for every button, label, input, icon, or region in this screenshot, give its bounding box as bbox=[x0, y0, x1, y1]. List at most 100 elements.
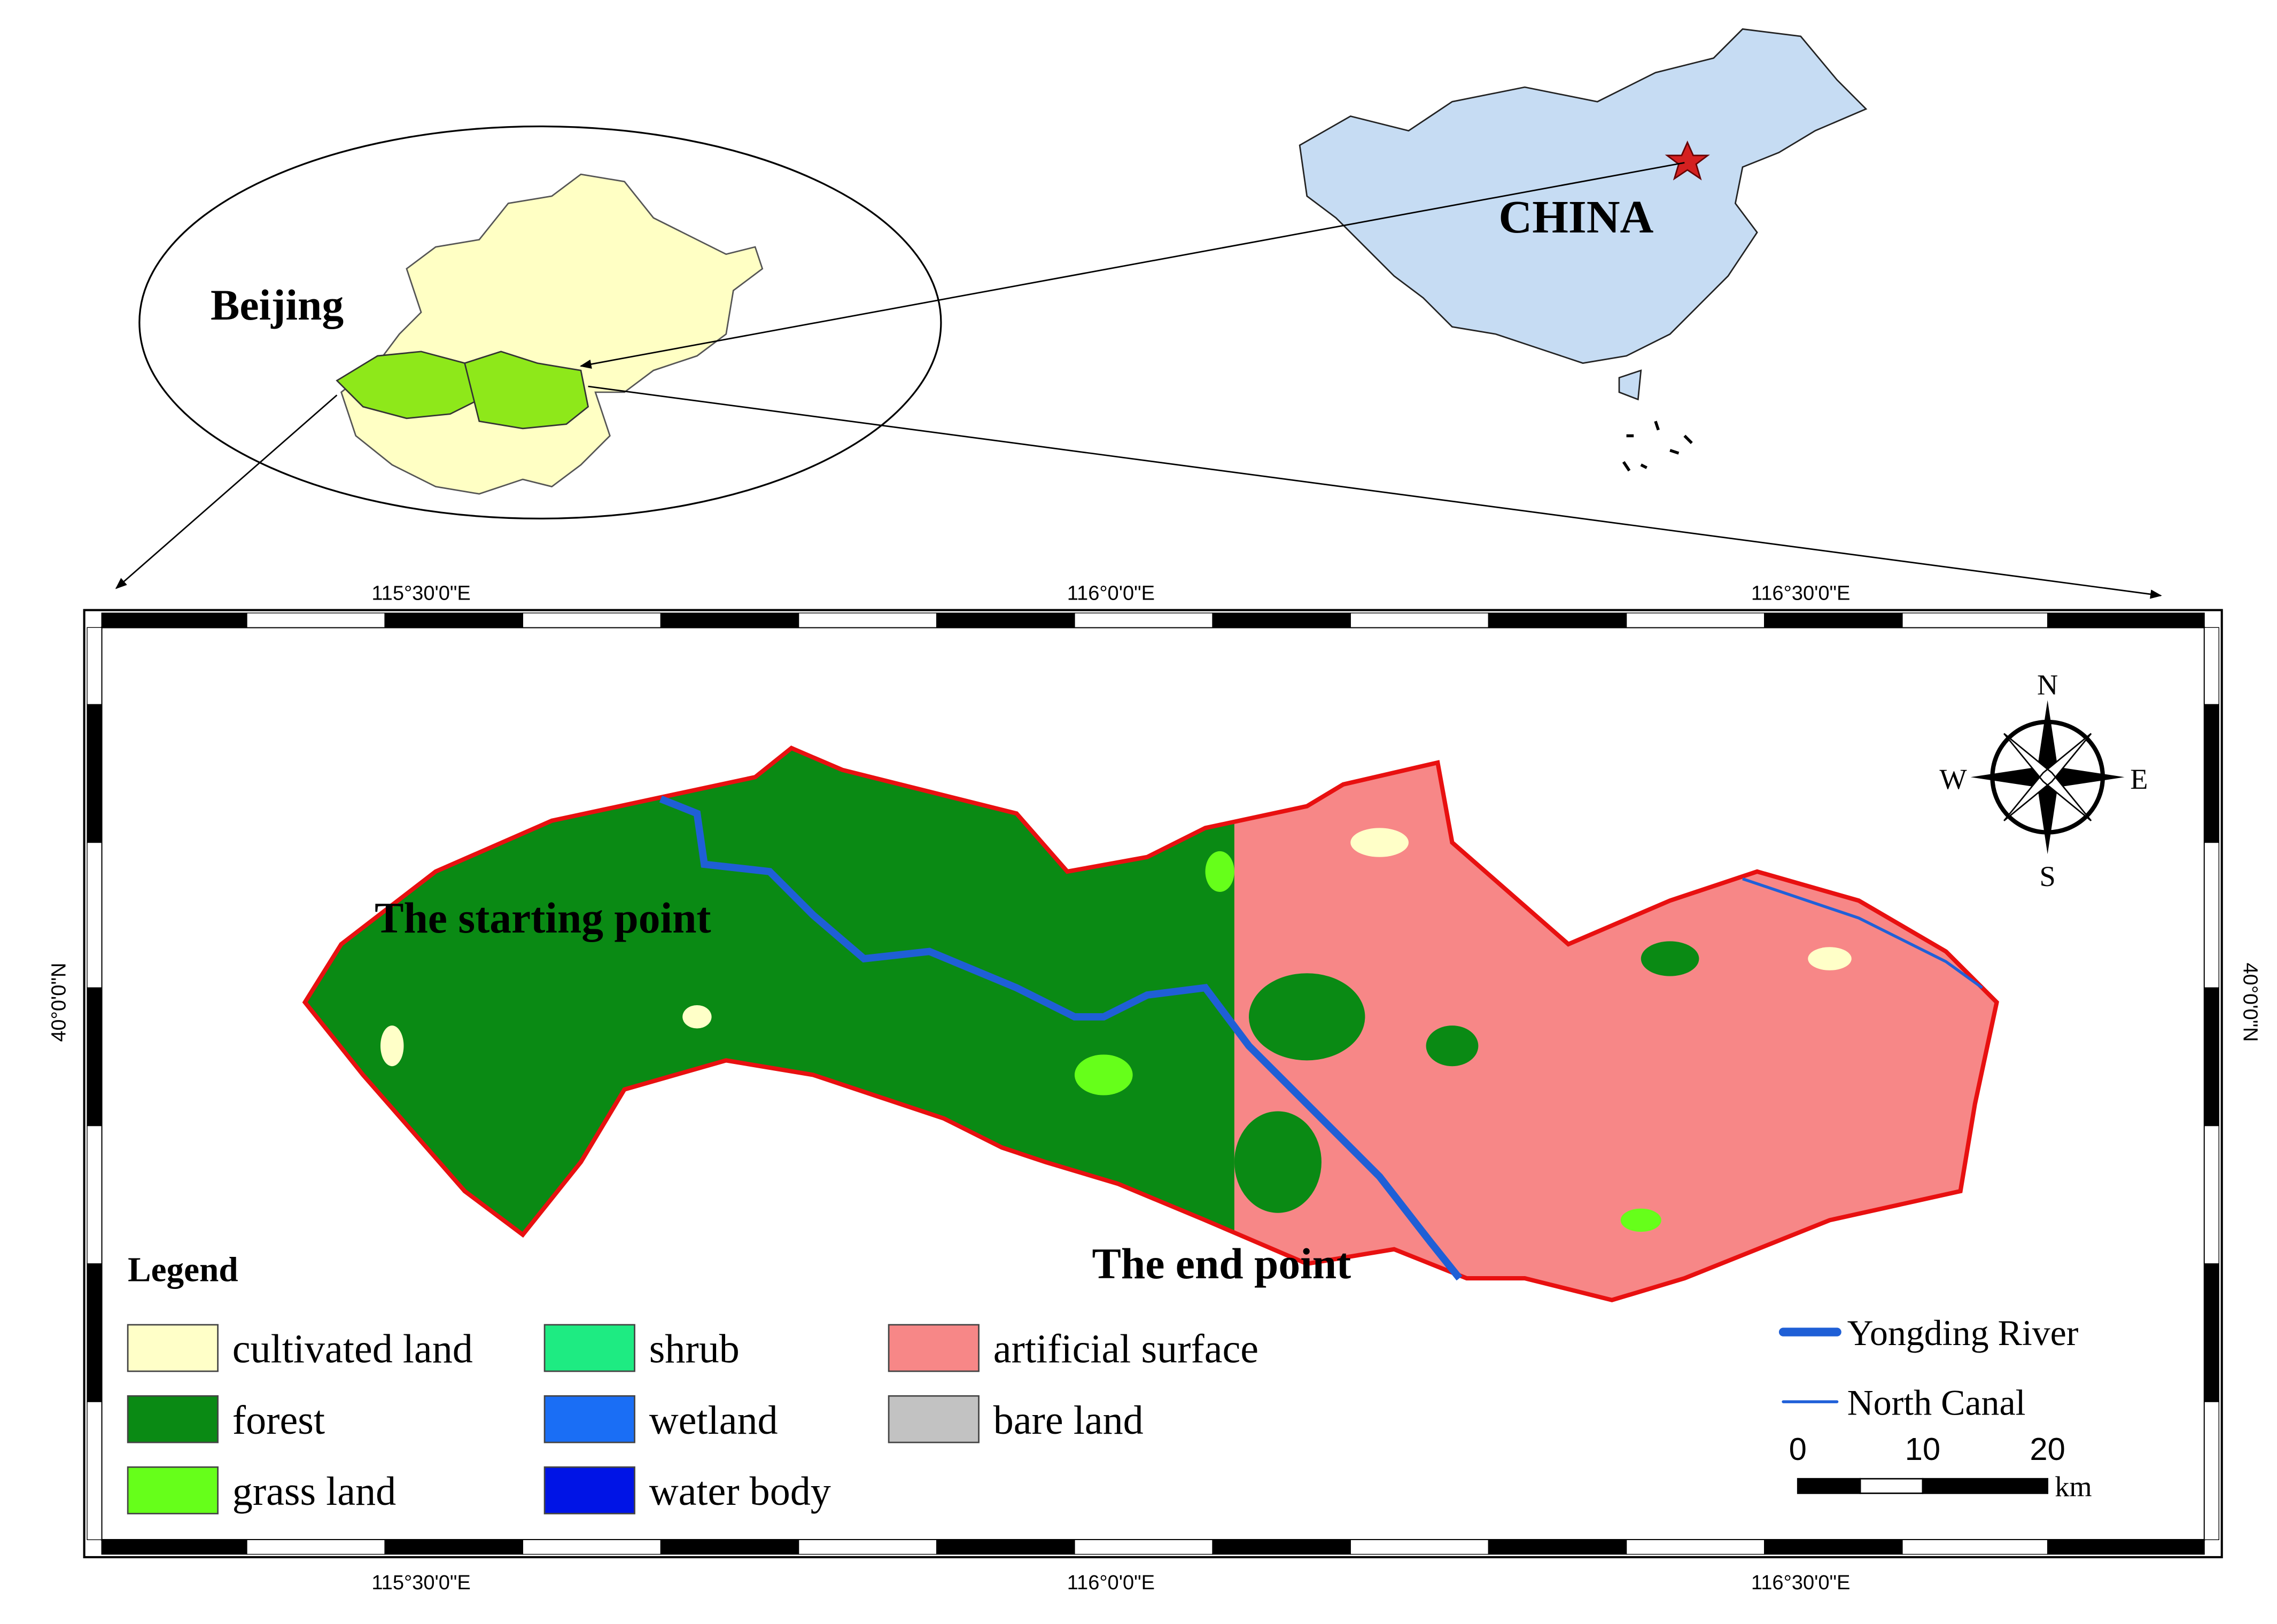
scale-segment bbox=[1797, 1478, 1861, 1494]
beijing-label: Beijing bbox=[211, 281, 344, 329]
arrow bbox=[579, 162, 1685, 369]
lat-label: 40°0'0"N bbox=[2239, 963, 2261, 1042]
arrow bbox=[115, 394, 338, 589]
border-segment bbox=[1212, 1539, 1351, 1555]
compass bbox=[1970, 700, 2125, 854]
border-segment bbox=[87, 987, 102, 1126]
compass-s: S bbox=[2040, 860, 2056, 892]
annotation: The starting point bbox=[375, 893, 711, 942]
border-segment bbox=[2204, 1263, 2219, 1402]
legend-label: water body bbox=[649, 1469, 831, 1514]
scale-segment bbox=[1922, 1478, 2048, 1494]
china-shape bbox=[1299, 28, 1868, 364]
border-segment bbox=[87, 842, 102, 989]
legend-label: wetland bbox=[649, 1398, 778, 1443]
lon-label: 115°30'0"E bbox=[371, 582, 470, 605]
legend-label: Yongding River bbox=[1847, 1312, 2079, 1353]
compass-e: E bbox=[2130, 763, 2148, 795]
legend-swatch bbox=[543, 1466, 635, 1514]
border-segment bbox=[1074, 612, 1213, 628]
border-segment bbox=[1626, 1539, 1765, 1555]
border-segment bbox=[246, 612, 385, 628]
border-segment bbox=[87, 1263, 102, 1402]
border-segment bbox=[936, 612, 1075, 628]
lon-label: 116°0'0"E bbox=[1067, 1572, 1155, 1594]
legend-swatch bbox=[127, 1395, 219, 1443]
border-segment bbox=[2047, 1539, 2205, 1555]
border-segment bbox=[1488, 1539, 1627, 1555]
border-segment bbox=[87, 627, 102, 705]
border-segment bbox=[2204, 1125, 2219, 1264]
border-segment bbox=[1212, 612, 1351, 628]
border-segment bbox=[101, 1539, 247, 1555]
border-segment bbox=[1626, 612, 1765, 628]
border-segment bbox=[660, 612, 799, 628]
north-canal bbox=[1742, 877, 1983, 989]
border-segment bbox=[1902, 612, 2048, 628]
forest-patches bbox=[1234, 941, 1699, 1213]
border-segment bbox=[1902, 1539, 2048, 1555]
scale-tick-label: 0 bbox=[1789, 1431, 1807, 1467]
scale-segment bbox=[1859, 1478, 1924, 1494]
border-segment bbox=[522, 612, 662, 628]
compass-w: W bbox=[1939, 763, 1967, 795]
beijing-shape bbox=[340, 173, 764, 495]
yongding-river bbox=[659, 795, 1463, 1281]
study-boundary bbox=[302, 745, 1999, 1303]
legend-label: shrub bbox=[649, 1327, 740, 1372]
graticule-border bbox=[87, 612, 2219, 1555]
border-segment bbox=[87, 1125, 102, 1264]
legend-label: cultivated land bbox=[232, 1327, 473, 1372]
cropland-patches bbox=[380, 828, 1852, 1067]
scale-tick-label: 10 bbox=[1905, 1431, 1940, 1467]
border-segment bbox=[2047, 612, 2205, 628]
border-segment bbox=[1350, 1539, 1489, 1555]
compass-n: N bbox=[2037, 669, 2058, 701]
lon-label: 116°30'0"E bbox=[1751, 1572, 1850, 1594]
border-segment bbox=[384, 612, 523, 628]
border-segment bbox=[660, 1539, 799, 1555]
annotation: The end point bbox=[1092, 1239, 1351, 1288]
inset-ellipse bbox=[138, 125, 942, 520]
island bbox=[1618, 369, 1642, 401]
legend-label: bare land bbox=[993, 1398, 1144, 1443]
legend-swatch bbox=[543, 1395, 635, 1443]
border-segment bbox=[2204, 704, 2219, 843]
lon-label: 115°30'0"E bbox=[371, 1572, 470, 1594]
legend-title: Legend bbox=[128, 1250, 238, 1289]
legend-label: North Canal bbox=[1847, 1382, 2026, 1423]
border-segment bbox=[87, 1401, 102, 1541]
border-segment bbox=[522, 1539, 662, 1555]
legend-swatch bbox=[543, 1324, 635, 1372]
border-segment bbox=[2204, 1401, 2219, 1541]
grass-patches bbox=[1074, 851, 1661, 1232]
legend-swatch bbox=[127, 1466, 219, 1514]
beijing-star bbox=[1665, 141, 1710, 181]
legend-label: grass land bbox=[232, 1469, 396, 1514]
arrow bbox=[588, 385, 2162, 599]
scale-unit: km bbox=[2055, 1471, 2092, 1503]
border-segment bbox=[101, 612, 247, 628]
border-segment bbox=[246, 1539, 385, 1555]
scale-tick-label: 20 bbox=[2030, 1431, 2065, 1467]
border-segment bbox=[2204, 842, 2219, 989]
border-segment bbox=[1764, 1539, 1903, 1555]
border-segment bbox=[1488, 612, 1627, 628]
district bbox=[463, 351, 589, 430]
border-segment bbox=[798, 612, 937, 628]
lat-label: 40°0'0"N bbox=[48, 963, 70, 1042]
legend-swatch bbox=[888, 1324, 980, 1372]
border-segment bbox=[1074, 1539, 1213, 1555]
border-segment bbox=[1350, 612, 1489, 628]
border-segment bbox=[87, 704, 102, 843]
china-label: CHINA bbox=[1498, 191, 1653, 243]
legend-swatch bbox=[888, 1395, 980, 1443]
legend-label: forest bbox=[232, 1398, 325, 1443]
border-segment bbox=[2204, 987, 2219, 1126]
lon-label: 116°0'0"E bbox=[1067, 582, 1155, 605]
legend-swatch bbox=[127, 1324, 219, 1372]
islands bbox=[1622, 421, 1693, 472]
border-segment bbox=[1764, 612, 1903, 628]
